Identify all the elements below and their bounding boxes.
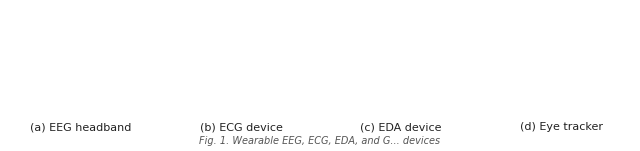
Text: Fig. 1. Wearable EEG, ECG, EDA, and G... devices: Fig. 1. Wearable EEG, ECG, EDA, and G...… xyxy=(200,137,440,146)
Text: (a) EEG headband: (a) EEG headband xyxy=(30,122,132,132)
Text: (d) Eye tracker: (d) Eye tracker xyxy=(520,122,602,132)
Text: (c) EDA device: (c) EDA device xyxy=(360,122,442,132)
Text: (b) ECG device: (b) ECG device xyxy=(200,122,282,132)
